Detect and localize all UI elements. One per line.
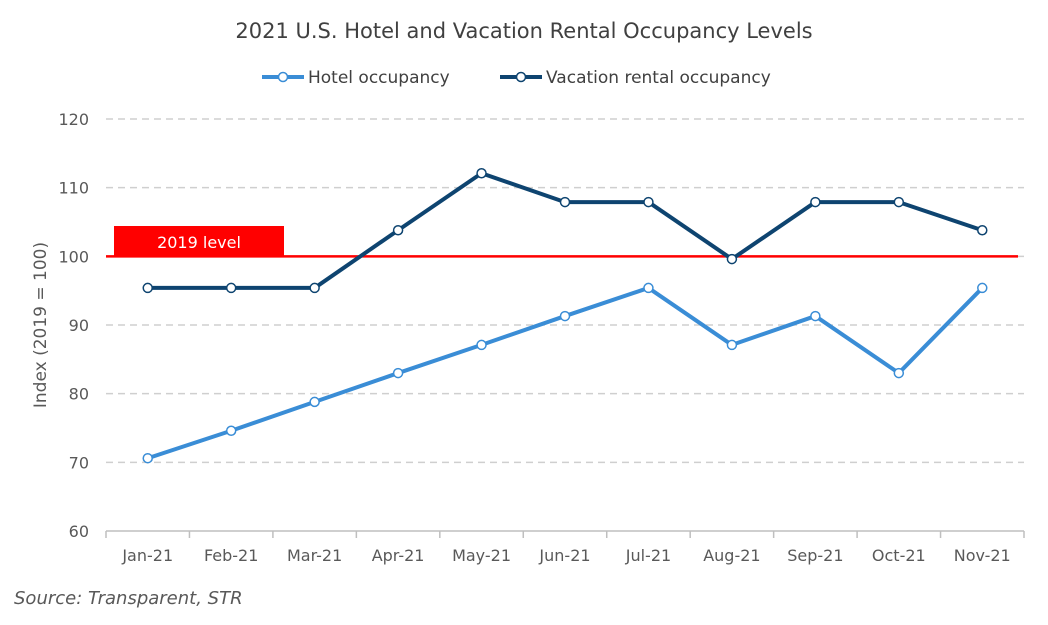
data-point <box>476 167 487 179</box>
y-tick-label: 70 <box>69 453 89 472</box>
data-point <box>810 196 821 208</box>
data-point <box>643 282 654 294</box>
x-tick-label: Jul-21 <box>625 546 671 565</box>
gridlines <box>106 118 1024 464</box>
y-axis-label: Index (2019 = 100) <box>31 242 51 408</box>
data-point <box>392 224 404 236</box>
series-group <box>142 167 988 464</box>
y-tick-label: 120 <box>58 110 89 129</box>
legend-label: Hotel occupancy <box>308 68 450 88</box>
series-0 <box>142 282 988 464</box>
chart-title: 2021 U.S. Hotel and Vacation Rental Occu… <box>235 19 812 43</box>
x-tick-label: Jan-21 <box>121 546 173 565</box>
x-tick-label: Nov-21 <box>954 546 1011 565</box>
reference-label: 2019 level <box>157 233 241 252</box>
x-tick-label: Feb-21 <box>204 546 258 565</box>
y-tick-label: 110 <box>58 179 89 198</box>
x-tick-label: Oct-21 <box>872 546 926 565</box>
y-tick-label: 60 <box>69 522 89 541</box>
legend: Hotel occupancy Vacation rental occupancy <box>262 68 771 88</box>
x-tick-label: Jun-21 <box>538 546 590 565</box>
data-point <box>309 282 320 294</box>
data-point <box>392 367 404 379</box>
legend-swatch-marker <box>515 71 527 83</box>
data-point <box>977 282 988 294</box>
data-point <box>810 310 821 322</box>
series-1 <box>142 167 988 294</box>
source-note: Source: Transparent, STR <box>14 588 243 609</box>
data-point <box>893 196 905 208</box>
data-point <box>309 396 320 408</box>
data-point <box>643 196 654 208</box>
data-point <box>977 224 988 236</box>
data-point <box>559 196 571 208</box>
x-tick-label: Sep-21 <box>787 546 843 565</box>
x-tick-label: Mar-21 <box>287 546 342 565</box>
legend-item: Hotel occupancy <box>262 68 450 88</box>
data-point <box>559 310 571 322</box>
data-point <box>142 282 153 294</box>
x-tick-label: May-21 <box>452 546 511 565</box>
y-tick-labels: 60 70 80 90 100 110 120 <box>58 110 89 541</box>
y-tick-label: 100 <box>58 247 89 266</box>
x-tick-label: Apr-21 <box>372 546 425 565</box>
data-point <box>142 452 153 464</box>
legend-item: Vacation rental occupancy <box>500 68 771 88</box>
reference-line-group: 2019 level <box>106 226 1018 258</box>
data-point <box>225 425 237 436</box>
data-point <box>225 282 237 294</box>
y-tick-label: 90 <box>69 316 89 335</box>
y-tick-label: 80 <box>69 385 89 404</box>
legend-label: Vacation rental occupancy <box>546 68 771 88</box>
legend-swatch-marker <box>277 71 289 83</box>
x-tick-labels: Jan-21 Feb-21 Mar-21 Apr-21 May-21 Jun-21 Jul-… <box>121 546 1010 565</box>
reference-label-box <box>114 226 284 257</box>
x-tick-label: Aug-21 <box>703 546 760 565</box>
data-point <box>476 339 487 351</box>
axes <box>105 530 1025 538</box>
data-point <box>893 367 905 379</box>
data-point <box>726 339 738 351</box>
data-point <box>726 253 738 265</box>
